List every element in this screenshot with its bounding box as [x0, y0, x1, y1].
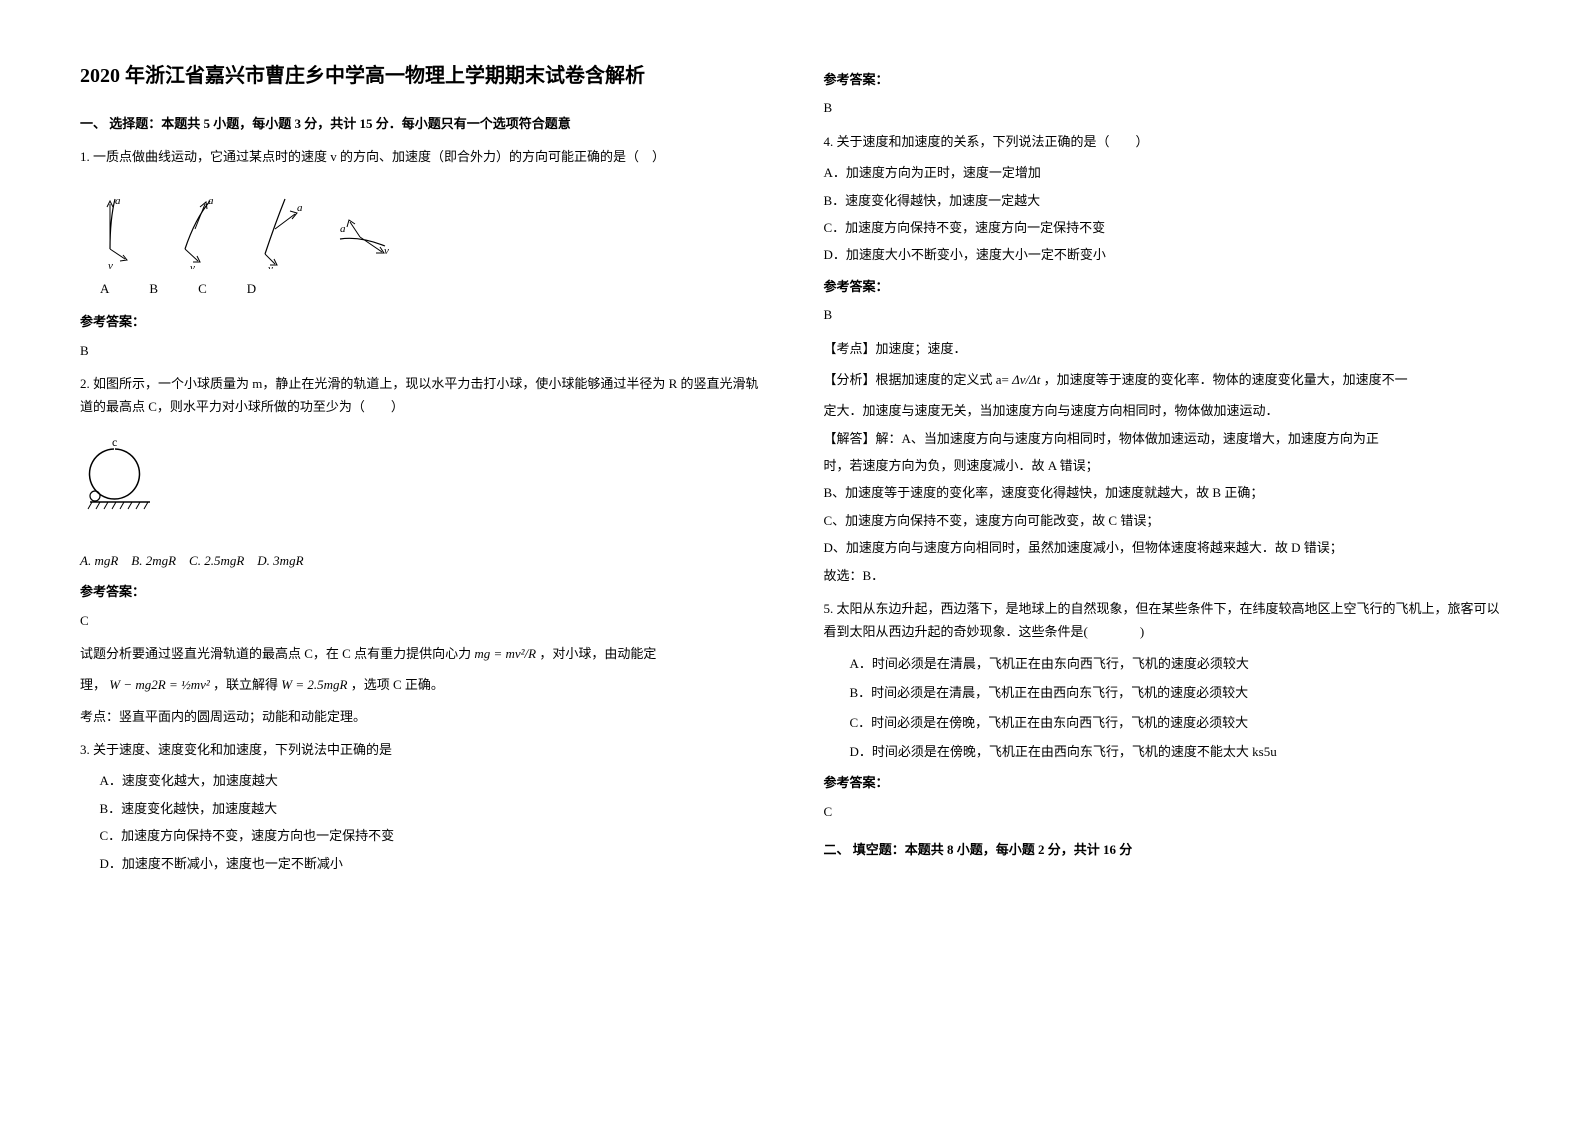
q4-point: 【考点】加速度；速度．	[824, 337, 1508, 360]
q5-opt-d: D．时间必须是在傍晚，飞机正在由西向东飞行，飞机的速度不能太大 ks5u	[824, 740, 1508, 763]
q4-opt-d: D．加速度大小不断变小，速度大小一定不断变小	[824, 243, 1508, 266]
svg-text:c: c	[112, 435, 117, 449]
svg-text:a: a	[208, 195, 214, 207]
question-4: 4. 关于速度和加速度的关系，下列说法正确的是（ ） A．加速度方向为正时，速度…	[824, 130, 1508, 587]
q2-analysis-4: ，联立解得	[213, 677, 278, 692]
question-1: 1. 一质点做曲线运动，它通过某点时的速度 v 的方向、加速度（即合外力）的方向…	[80, 145, 764, 362]
q2-analysis-1: 试题分析要通过竖直光滑轨道的最高点 C，在 C 点有重力提供向心力	[80, 646, 471, 661]
q2-options-text: A. mgR B. 2mgR C. 2.5mgR D. 3mgR	[80, 553, 304, 568]
page-container: 2020 年浙江省嘉兴市曹庄乡中学高一物理上学期期末试卷含解析 一、 选择题：本…	[80, 60, 1507, 885]
q4-solve-4: D、加速度方向与速度方向相同时，虽然加速度减小，但物体速度将越来越大．故 D 错…	[824, 536, 1508, 559]
q5-text: 5. 太阳从东边升起，西边落下，是地球上的自然现象，但在某些条件下，在纬度较高地…	[824, 597, 1508, 644]
svg-text:v: v	[384, 245, 389, 257]
q3-opt-c: C．加速度方向保持不变，速度方向也一定保持不变	[80, 824, 764, 847]
q2-analysis-b: 理， W − mg2R = ½mv² ，联立解得 W = 2.5mgR ，选项 …	[80, 673, 764, 696]
q5-opt-b: B．时间必须是在清晨，飞机正在由西向东飞行，飞机的速度必须较大	[824, 681, 1508, 704]
track-svg: c	[80, 434, 180, 534]
q3-opt-a: A．速度变化越大，加速度越大	[80, 769, 764, 792]
q4-analysis-2: 定大．加速度与速度无关，当加速度方向与速度方向相同时，物体做加速运动．	[824, 399, 1508, 422]
q1-diagram: a v a v	[80, 179, 764, 300]
svg-text:a: a	[115, 195, 121, 207]
q4-opt-c: C．加速度方向保持不变，速度方向一定保持不变	[824, 216, 1508, 239]
svg-text:a: a	[340, 223, 346, 235]
q4-solve-2: B、加速度等于速度的变化率，速度变化得越快，加速度就越大，故 B 正确；	[824, 481, 1508, 504]
q2-analysis: 试题分析要通过竖直光滑轨道的最高点 C，在 C 点有重力提供向心力 mg = m…	[80, 642, 764, 665]
q2-analysis-2: ，对小球，由动能定	[539, 646, 656, 661]
q1-label-c: C	[198, 277, 207, 300]
q4-text: 4. 关于速度和加速度的关系，下列说法正确的是（ ）	[824, 130, 1508, 153]
q4-solve-5: 故选：B．	[824, 564, 1508, 587]
question-3: 3. 关于速度、速度变化和加速度，下列说法中正确的是 A．速度变化越大，加速度越…	[80, 738, 764, 875]
q3-opt-b: B．速度变化越快，加速度越大	[80, 797, 764, 820]
q3-answer-label: 参考答案：	[824, 68, 1508, 91]
q3-text: 3. 关于速度、速度变化和加速度，下列说法中正确的是	[80, 738, 764, 761]
section-2-header: 二、 填空题：本题共 8 小题，每小题 2 分，共计 16 分	[824, 838, 1508, 861]
q3-opt-d: D．加速度不断减小，速度也一定不断减小	[80, 852, 764, 875]
q5-opt-a: A．时间必须是在清晨，飞机正在由东向西飞行，飞机的速度必须较大	[824, 652, 1508, 675]
q5-opt-c: C．时间必须是在傍晚，飞机正在由东向西飞行，飞机的速度必须较大	[824, 711, 1508, 734]
svg-text:v: v	[268, 263, 273, 269]
q2-formula-2: W − mg2R = ½mv²	[109, 677, 210, 692]
q5-answer-label: 参考答案：	[824, 771, 1508, 794]
left-column: 2020 年浙江省嘉兴市曹庄乡中学高一物理上学期期末试卷含解析 一、 选择题：本…	[80, 60, 764, 885]
q4-solve-label: 【解答】解：A、当加速度方向与速度方向相同时，物体做加速运动，速度增大，加速度方…	[824, 427, 1508, 450]
q2-analysis-3: 理，	[80, 677, 106, 692]
q4-opt-b: B．速度变化得越快，加速度一定越大	[824, 189, 1508, 212]
q3-answer: B	[824, 96, 1508, 119]
svg-text:v: v	[108, 260, 113, 269]
q1-answer-label: 参考答案：	[80, 310, 764, 333]
q2-formula-3: W = 2.5mgR	[281, 677, 347, 692]
q2-answer-label: 参考答案：	[80, 580, 764, 603]
q4-solve-3: C、加速度方向保持不变，速度方向可能改变，故 C 错误；	[824, 509, 1508, 532]
q4-analysis-label: 【分析】根据加速度的定义式 a=	[824, 372, 1009, 387]
question-2: 2. 如图所示，一个小球质量为 m，静止在光滑的轨道上，现以水平力击打小球，使小…	[80, 372, 764, 728]
q2-analysis-5: ，选项 C 正确。	[351, 677, 444, 692]
q5-answer: C	[824, 800, 1508, 823]
q4-solve-1: 时，若速度方向为负，则速度减小．故 A 错误；	[824, 454, 1508, 477]
q2-formula-1: mg = mv²/R	[474, 646, 536, 661]
q4-answer: B	[824, 303, 1508, 326]
q4-analysis-1: ，加速度等于速度的变化率．物体的速度变化量大，加速度不一	[1044, 372, 1408, 387]
q2-text: 2. 如图所示，一个小球质量为 m，静止在光滑的轨道上，现以水平力击打小球，使小…	[80, 372, 764, 419]
q1-label-b: B	[149, 277, 158, 300]
q1-text: 1. 一质点做曲线运动，它通过某点时的速度 v 的方向、加速度（即合外力）的方向…	[80, 145, 764, 168]
q4-analysis-block: 【分析】根据加速度的定义式 a= Δv/Δt ，加速度等于速度的变化率．物体的速…	[824, 368, 1508, 391]
q1-label-a: A	[100, 277, 109, 300]
q2-options: A. mgR B. 2mgR C. 2.5mgR D. 3mgR	[80, 549, 764, 572]
q2-diagram: c	[80, 434, 764, 534]
q4-opt-a: A．加速度方向为正时，速度一定增加	[824, 161, 1508, 184]
q1-answer: B	[80, 339, 764, 362]
q2-point: 考点：竖直平面内的圆周运动；动能和动能定理。	[80, 705, 764, 728]
q2-answer: C	[80, 609, 764, 632]
svg-text:a: a	[297, 202, 303, 214]
section-1-header: 一、 选择题：本题共 5 小题，每小题 3 分，共计 15 分．每小题只有一个选…	[80, 112, 764, 135]
document-title: 2020 年浙江省嘉兴市曹庄乡中学高一物理上学期期末试卷含解析	[80, 60, 764, 92]
question-5: 5. 太阳从东边升起，西边落下，是地球上的自然现象，但在某些条件下，在纬度较高地…	[824, 597, 1508, 823]
svg-text:v: v	[190, 262, 195, 269]
q1-diagram-labels: A B C D	[80, 277, 764, 300]
q1-label-d: D	[247, 277, 256, 300]
curve-motion-svg: a v a v	[80, 179, 400, 269]
right-column: 参考答案： B 4. 关于速度和加速度的关系，下列说法正确的是（ ） A．加速度…	[824, 60, 1508, 885]
q4-answer-label: 参考答案：	[824, 275, 1508, 298]
q4-formula: Δv/Δt	[1012, 372, 1040, 387]
